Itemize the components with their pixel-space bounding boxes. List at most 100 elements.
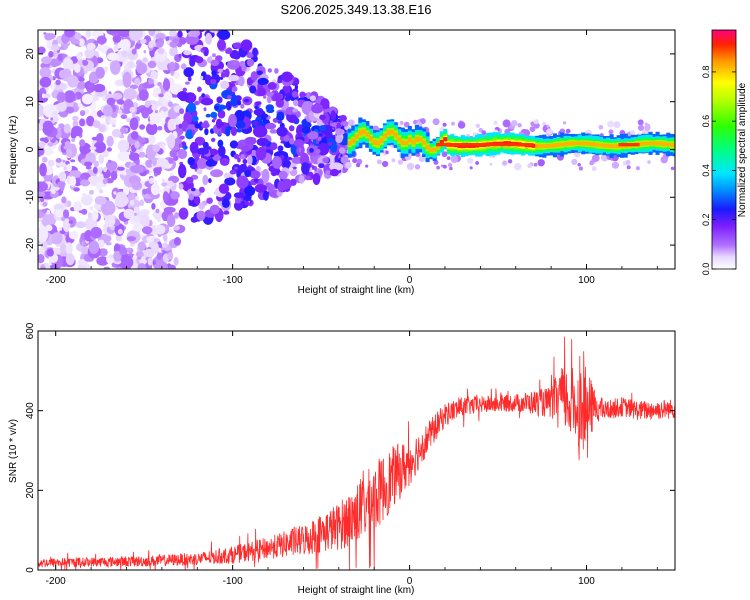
spectrogram-cell: [168, 157, 174, 164]
band-segment: [606, 144, 611, 148]
spectrogram-cell: [47, 142, 54, 147]
spectrogram-cell: [201, 122, 210, 129]
spectrogram-cell: [242, 159, 248, 164]
spectrogram-cell: [114, 194, 129, 208]
spectrogram-cell: [626, 165, 631, 170]
spectrogram-cell: [223, 172, 231, 179]
spectrogram-cell: [169, 150, 178, 158]
spectrogram-cell: [136, 62, 148, 75]
colorbar-tick-label: 0.2: [701, 213, 711, 226]
spectrogram-cell: [79, 139, 86, 147]
spectrogram-cell: [38, 123, 44, 131]
spectrogram-cell: [154, 173, 158, 177]
spectrogram-cell: [266, 91, 275, 97]
spectrogram-cell: [330, 168, 339, 177]
spectrogram-cell: [433, 159, 439, 165]
spectrogram-cell: [178, 183, 184, 190]
spectrogram-cell: [65, 242, 73, 256]
spectrogram-cell: [55, 208, 64, 218]
spectrogram-cell: [139, 124, 146, 130]
spectrogram-cell: [267, 68, 272, 73]
spectrogram-cell: [85, 30, 92, 38]
spectrogram-cell: [229, 169, 237, 175]
spectrogram-cell: [249, 170, 261, 179]
colorbar: 0.0 0.2 0.4 0.6 0.8 Normalized spectral ampl…: [701, 29, 748, 275]
spectrogram-cell: [42, 202, 48, 207]
spectrogram-cell: [475, 123, 480, 128]
spectrogram-cell: [527, 163, 532, 169]
spectrogram-cell: [252, 47, 258, 57]
spectrogram-cell: [205, 32, 213, 45]
spectrogram-cell: [71, 125, 83, 137]
spectrogram-cell: [270, 142, 278, 151]
spectrogram-cell: [134, 77, 141, 86]
band-segment: [407, 137, 412, 143]
spectrogram-cell: [244, 185, 256, 197]
spectrogram-cell: [81, 176, 86, 180]
spectrogram-cell: [51, 70, 55, 74]
snr-x-axis: -200 -100 0 100: [46, 331, 658, 587]
spectrogram-cell: [113, 250, 122, 262]
frequency-band-line: [347, 117, 675, 163]
spectrogram-cell: [312, 173, 321, 185]
spectrogram-cell: [49, 83, 56, 90]
spectrogram-y-axis: -20 -10 0 10 20: [25, 48, 675, 252]
spectrogram-cell: [147, 77, 154, 85]
y-tick-label: 20: [25, 48, 36, 60]
spectrogram-cell: [91, 210, 99, 222]
spectrogram-cell: [217, 39, 226, 51]
band-segment: [570, 141, 575, 146]
spectrogram-cell: [277, 145, 284, 152]
spectrogram-cell: [80, 179, 91, 187]
spectrogram-cell: [240, 145, 251, 152]
spectrogram-cell: [342, 120, 349, 127]
spectrogram-cell: [322, 157, 330, 163]
spectrogram-cell: [129, 199, 135, 206]
spectrogram-cell: [183, 67, 194, 78]
spectrogram-cell: [318, 163, 325, 169]
spectrogram-cell: [295, 111, 301, 118]
spectrogram-cell: [293, 166, 297, 170]
spectrogram-cell: [95, 66, 105, 79]
spectrogram-cell: [138, 151, 146, 158]
spectrogram-cell: [266, 95, 272, 104]
band-segment: [400, 140, 405, 146]
spectrogram-cell: [177, 2, 184, 14]
spectrogram-cell: [179, 9, 188, 18]
spectrogram-cell: [102, 105, 113, 117]
spectrogram-cell: [140, 213, 150, 228]
spectrogram-cell: [152, 158, 157, 166]
spectrogram-cell: [591, 154, 600, 163]
spectrogram-cell: [152, 260, 156, 265]
spectrogram-cell: [48, 50, 54, 58]
spectrogram-cell: [169, 47, 178, 57]
spectrogram-cell: [277, 120, 283, 124]
spectrogram-cell: [190, 216, 198, 223]
spectrogram-cell: [254, 105, 259, 110]
spectrogram-cell: [39, 163, 47, 177]
spectrogram-cell: [107, 159, 112, 163]
spectrogram-cell: [177, 30, 183, 31]
spectrogram-cell: [38, 104, 46, 117]
spectrogram-cell: [249, 85, 257, 94]
band-segment: [644, 141, 649, 146]
spectrogram-cell: [145, 122, 158, 136]
colorbar-label: Normalized spectral amplitude: [737, 82, 748, 217]
spectrogram-cell: [179, 0, 188, 3]
spectrogram-cell: [92, 166, 98, 174]
spectrogram-cell: [79, 110, 86, 117]
x-tick-label: 0: [407, 275, 413, 286]
spectrogram-cell: [123, 88, 137, 101]
band-segment: [598, 143, 603, 147]
spectrogram-cell: [315, 148, 321, 154]
spectrogram-cell: [243, 195, 252, 202]
spectrogram-cell: [88, 189, 95, 195]
y-tick-label: -20: [25, 237, 36, 252]
spectrogram-cell: [112, 34, 122, 43]
spectrogram-cell: [61, 216, 66, 222]
x-tick-label: -200: [46, 275, 66, 286]
spectrogram-cell: [110, 170, 118, 181]
spectrogram-cell: [475, 161, 479, 165]
spectrogram-cell: [274, 68, 279, 74]
spectrogram-cell: [55, 158, 62, 163]
